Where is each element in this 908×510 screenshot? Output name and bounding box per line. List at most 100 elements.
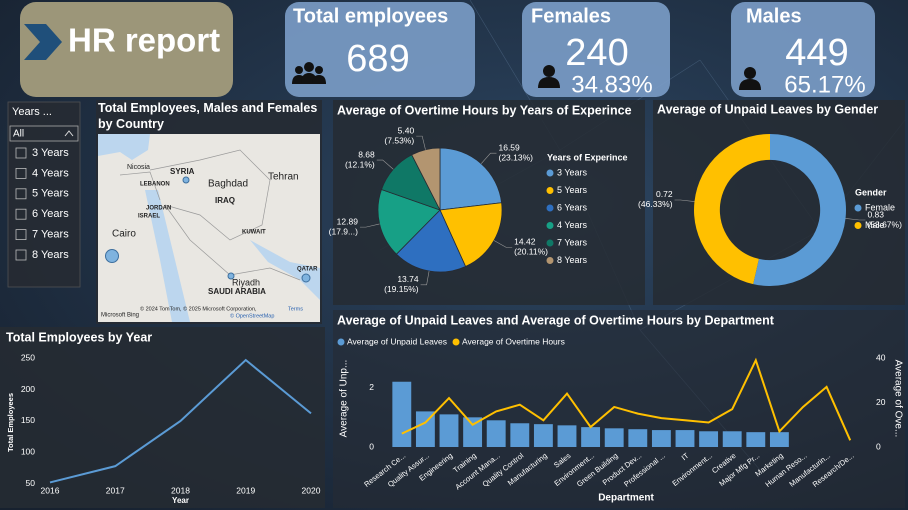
legend-label[interactable]: Average of Unpaid Leaves xyxy=(347,336,447,346)
kpi-value: 240 xyxy=(565,32,628,74)
legend-label[interactable]: 3 Years xyxy=(557,167,588,177)
leader-line xyxy=(416,135,426,150)
legend-label[interactable]: 5 Years xyxy=(557,185,588,195)
bar xyxy=(439,414,459,447)
data-label: 14.42 xyxy=(514,237,536,247)
kpi-title: Females xyxy=(531,5,611,27)
legend-label[interactable]: Female xyxy=(865,202,895,212)
data-label-percent: (19.15%) xyxy=(384,284,419,294)
slicer-item[interactable]: 3 Years xyxy=(32,147,69,159)
map-sea xyxy=(145,190,190,322)
slice xyxy=(753,134,846,287)
legend-swatch xyxy=(854,204,862,212)
map-label: IRAQ xyxy=(215,196,235,205)
legend-label[interactable]: 4 Years xyxy=(557,220,588,230)
x-tick-label: 2019 xyxy=(236,485,255,495)
slicer-checkbox[interactable] xyxy=(15,167,27,179)
legend-label[interactable]: 6 Years xyxy=(557,202,588,212)
slicer-item[interactable]: 6 Years xyxy=(32,208,69,220)
slice xyxy=(411,147,441,211)
data-label: 0.72 xyxy=(656,189,673,199)
y-tick-label: 2 xyxy=(369,382,374,392)
legend-label[interactable]: Male xyxy=(865,220,885,230)
map-label: Riyadh xyxy=(232,277,260,287)
map-bubble xyxy=(301,273,311,283)
map-label: SYRIA xyxy=(170,167,195,176)
slicer-checkbox[interactable] xyxy=(15,208,27,220)
legend-swatch xyxy=(546,257,554,264)
kpi-value: 449 xyxy=(785,32,848,74)
y2-tick-label: 0 xyxy=(876,441,881,451)
bar xyxy=(581,427,601,447)
map-terms[interactable]: Terms xyxy=(288,306,303,312)
map-bubble xyxy=(182,176,190,184)
slicer-item[interactable]: 8 Years xyxy=(32,249,69,261)
map-label: SAUDI ARABIA xyxy=(208,287,266,296)
y-tick-label: 50 xyxy=(26,478,36,488)
y-tick-label: 0 xyxy=(369,441,374,451)
kpi-card xyxy=(731,2,875,97)
bar xyxy=(415,411,435,447)
x-tick-label: 2020 xyxy=(302,485,321,495)
header-title: HR report xyxy=(68,22,220,59)
slicer-selected[interactable]: All xyxy=(13,129,24,140)
legend-swatch xyxy=(337,338,345,346)
legend-swatch xyxy=(854,222,862,229)
bar xyxy=(746,432,766,447)
chart-title: Total Employees by Year xyxy=(6,330,152,344)
dropdown-caret xyxy=(64,130,74,137)
y-tick-label: 200 xyxy=(21,384,35,394)
female-icon xyxy=(538,65,560,88)
y-axis-title: Total Employees xyxy=(6,393,15,452)
leader-line xyxy=(480,152,497,164)
legend-swatch xyxy=(546,169,554,177)
leader-line xyxy=(376,159,394,170)
slicer-title[interactable]: Years ... xyxy=(12,106,52,118)
bar xyxy=(604,428,624,447)
legend-swatch xyxy=(546,222,554,229)
leader-line xyxy=(493,240,513,248)
kpi-card xyxy=(285,2,475,97)
legend-label[interactable]: 7 Years xyxy=(557,237,588,247)
data-label-percent: (20.11%) xyxy=(514,247,548,257)
map-osm[interactable]: © OpenStreetMap xyxy=(230,312,274,319)
data-label: 16.59 xyxy=(498,142,520,152)
bar xyxy=(769,432,789,447)
y2-tick-label: 20 xyxy=(876,397,886,407)
data-label-percent: (23.13%) xyxy=(498,152,533,162)
leader-line xyxy=(420,270,430,286)
data-label: 13.74 xyxy=(397,274,419,284)
map-label: JORDAN xyxy=(146,206,171,212)
slicer-dropdown[interactable] xyxy=(9,125,79,142)
slicer-item[interactable]: 4 Years xyxy=(32,167,69,179)
slicer-checkbox[interactable] xyxy=(15,229,27,241)
map-area xyxy=(98,134,320,322)
bar xyxy=(628,429,648,447)
data-label-percent: (12.1%) xyxy=(345,159,375,169)
legend-label[interactable]: Average of Overtime Hours xyxy=(462,336,565,346)
data-label-percent: (53.67%) xyxy=(867,219,902,229)
slicer-item[interactable]: 7 Years xyxy=(32,229,69,241)
x-axis-title: Year xyxy=(172,496,189,505)
slicer-item[interactable]: 5 Years xyxy=(32,188,69,200)
kpi-percent: 34.83% xyxy=(571,71,652,98)
y-tick-label: 100 xyxy=(21,447,35,457)
map-label: QATAR xyxy=(297,267,318,273)
legend-label[interactable]: 8 Years xyxy=(557,255,588,265)
slicer-checkbox[interactable] xyxy=(15,188,27,200)
map-label: Tehran xyxy=(268,172,299,183)
kpi-card xyxy=(522,2,670,97)
map-label: Baghdad xyxy=(208,179,248,190)
slicer-checkbox[interactable] xyxy=(15,249,27,261)
slice xyxy=(439,147,503,211)
map-label: Nicosia xyxy=(127,164,150,171)
leader-line xyxy=(359,223,380,228)
map-label: ISRAEL xyxy=(138,214,160,220)
bar xyxy=(557,425,577,447)
bar xyxy=(510,423,530,447)
slicer-checkbox[interactable] xyxy=(15,147,27,159)
line-series xyxy=(49,358,312,484)
male-icon xyxy=(739,67,761,90)
legend-swatch xyxy=(546,204,554,212)
